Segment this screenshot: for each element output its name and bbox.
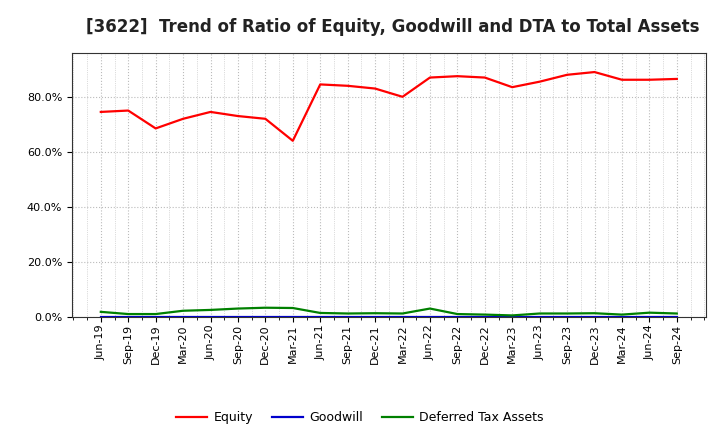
Goodwill — [316, 314, 325, 319]
Equity — [206, 109, 215, 114]
Goodwill — [590, 314, 599, 319]
Equity — [618, 77, 626, 82]
Deferred Tax Assets — [398, 311, 407, 316]
Deferred Tax Assets — [96, 309, 105, 315]
Equity — [453, 73, 462, 79]
Equity — [645, 77, 654, 82]
Goodwill — [151, 314, 160, 319]
Deferred Tax Assets — [508, 313, 516, 318]
Deferred Tax Assets — [426, 306, 434, 311]
Deferred Tax Assets — [645, 310, 654, 315]
Goodwill — [398, 314, 407, 319]
Equity — [508, 84, 516, 90]
Goodwill — [371, 314, 379, 319]
Equity — [151, 126, 160, 131]
Equity — [289, 138, 297, 143]
Equity — [426, 75, 434, 80]
Equity — [672, 76, 681, 81]
Deferred Tax Assets — [289, 305, 297, 311]
Equity — [398, 94, 407, 99]
Deferred Tax Assets — [536, 311, 544, 316]
Legend: Equity, Goodwill, Deferred Tax Assets: Equity, Goodwill, Deferred Tax Assets — [171, 407, 549, 429]
Goodwill — [233, 314, 242, 319]
Goodwill — [179, 314, 187, 319]
Goodwill — [508, 314, 516, 319]
Line: Equity: Equity — [101, 72, 677, 141]
Equity — [536, 79, 544, 84]
Equity — [96, 109, 105, 114]
Equity — [179, 116, 187, 121]
Equity — [233, 114, 242, 119]
Goodwill — [672, 314, 681, 319]
Goodwill — [261, 314, 270, 319]
Deferred Tax Assets — [179, 308, 187, 313]
Goodwill — [645, 314, 654, 319]
Goodwill — [426, 314, 434, 319]
Deferred Tax Assets — [672, 311, 681, 316]
Goodwill — [618, 314, 626, 319]
Deferred Tax Assets — [480, 312, 489, 317]
Line: Deferred Tax Assets: Deferred Tax Assets — [101, 308, 677, 315]
Deferred Tax Assets — [151, 312, 160, 317]
Equity — [590, 70, 599, 75]
Equity — [563, 72, 572, 77]
Goodwill — [480, 314, 489, 319]
Deferred Tax Assets — [453, 312, 462, 317]
Goodwill — [343, 314, 352, 319]
Deferred Tax Assets — [233, 306, 242, 311]
Deferred Tax Assets — [124, 312, 132, 317]
Text: [3622]  Trend of Ratio of Equity, Goodwill and DTA to Total Assets: [3622] Trend of Ratio of Equity, Goodwil… — [86, 18, 700, 36]
Deferred Tax Assets — [563, 311, 572, 316]
Equity — [480, 75, 489, 80]
Deferred Tax Assets — [316, 310, 325, 315]
Goodwill — [206, 314, 215, 319]
Deferred Tax Assets — [590, 311, 599, 316]
Deferred Tax Assets — [206, 307, 215, 312]
Goodwill — [453, 314, 462, 319]
Equity — [371, 86, 379, 91]
Deferred Tax Assets — [343, 311, 352, 316]
Goodwill — [536, 314, 544, 319]
Goodwill — [96, 314, 105, 319]
Equity — [343, 83, 352, 88]
Equity — [124, 108, 132, 113]
Equity — [316, 82, 325, 87]
Deferred Tax Assets — [261, 305, 270, 310]
Equity — [261, 116, 270, 121]
Goodwill — [563, 314, 572, 319]
Deferred Tax Assets — [618, 312, 626, 317]
Deferred Tax Assets — [371, 311, 379, 316]
Goodwill — [289, 314, 297, 319]
Goodwill — [124, 314, 132, 319]
